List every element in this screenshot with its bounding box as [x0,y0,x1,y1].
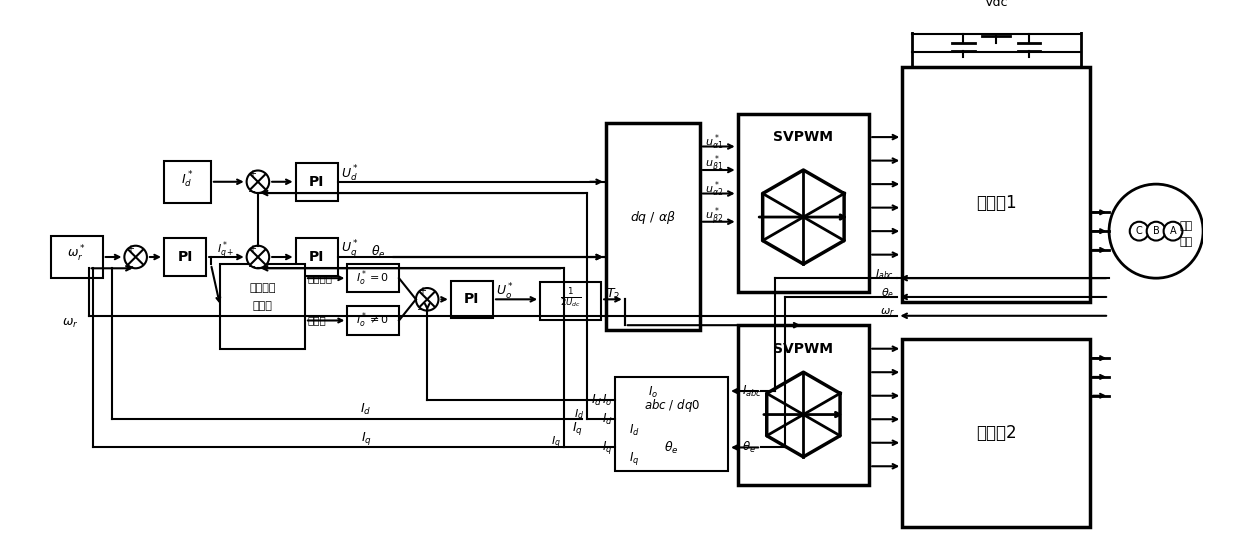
Text: $U_d^*$: $U_d^*$ [341,164,358,184]
Text: $I_q$: $I_q$ [629,450,640,467]
Bar [51,236,103,278]
Bar [221,264,305,349]
Text: $I_{q+}^*$: $I_{q+}^*$ [217,240,234,262]
Text: Vdc: Vdc [985,0,1008,9]
Circle shape [415,288,439,311]
Text: $\theta_e$: $\theta_e$ [743,440,756,455]
Text: $I_q$: $I_q$ [603,439,613,456]
Text: 逆变器2: 逆变器2 [976,424,1017,442]
Circle shape [1147,222,1166,241]
Text: $I_o^* \neq 0$: $I_o^* \neq 0$ [356,311,389,330]
Text: +: + [248,169,257,179]
Circle shape [124,246,146,268]
Text: $\theta_e$: $\theta_e$ [665,439,680,456]
Text: +: + [418,286,425,296]
Bar [615,377,728,471]
Text: +: + [126,244,134,254]
Text: $I_q$: $I_q$ [551,434,560,451]
Text: $\theta_e$: $\theta_e$ [882,286,894,300]
Text: $I_d$: $I_d$ [361,402,372,417]
Text: $\omega_r^*$: $\omega_r^*$ [67,244,87,264]
Text: $I_{abc}$: $I_{abc}$ [743,383,763,399]
Text: $I_d$: $I_d$ [601,412,613,427]
Text: $I_{abc}$: $I_{abc}$ [875,267,894,281]
Text: 选择器: 选择器 [253,301,273,311]
Bar [903,339,1090,527]
Circle shape [1130,222,1148,241]
Bar [164,160,211,203]
Bar [903,66,1090,302]
Circle shape [1109,184,1203,278]
Text: 电机: 电机 [1179,237,1193,247]
Text: PI: PI [309,175,325,189]
Text: $\theta_e$: $\theta_e$ [371,245,386,260]
Text: SVPWM: SVPWM [774,130,833,144]
Text: $u_{\alpha 1}^*$: $u_{\alpha 1}^*$ [704,132,723,152]
Text: 需调磁: 需调磁 [308,315,326,325]
Text: $\omega_r$: $\omega_r$ [62,317,78,330]
Text: $u_{\alpha 2}^*$: $u_{\alpha 2}^*$ [704,179,723,199]
Text: 记忆: 记忆 [1179,222,1193,232]
Text: SVPWM: SVPWM [774,341,833,356]
Bar [295,163,337,201]
Text: $U_o^*$: $U_o^*$ [496,282,513,302]
Bar [347,306,399,335]
Bar [347,264,399,292]
Text: $-$: $-$ [124,261,134,271]
Text: $\frac{1}{2U_{dc}}$: $\frac{1}{2U_{dc}}$ [560,287,582,310]
Text: $-$: $-$ [247,185,255,196]
Text: $abc\ /\ dq0$: $abc\ /\ dq0$ [644,397,699,414]
Text: $-$: $-$ [417,303,425,313]
Text: 无需调磁: 无需调磁 [308,273,332,283]
Text: A: A [1169,226,1177,236]
Text: PI: PI [309,250,325,264]
Text: 磁化状态: 磁化状态 [249,282,275,292]
Text: +: + [248,244,257,254]
Text: $I_o$: $I_o$ [603,393,613,408]
Bar [738,325,869,485]
Text: PI: PI [464,292,480,306]
Bar [164,238,206,276]
Circle shape [247,170,269,193]
Bar [450,281,494,318]
Text: $dq\ /\ \alpha\beta$: $dq\ /\ \alpha\beta$ [630,208,676,226]
Text: $I_d$: $I_d$ [590,393,603,408]
Text: $u_{\beta 1}^*$: $u_{\beta 1}^*$ [704,154,723,177]
Text: $\omega_r$: $\omega_r$ [879,306,894,318]
Text: $-$: $-$ [247,261,255,271]
Bar [606,123,699,330]
Text: $U_q^*$: $U_q^*$ [341,238,358,261]
Bar [541,282,601,320]
Text: $T_2$: $T_2$ [606,287,620,302]
Text: $u_{\beta 2}^*$: $u_{\beta 2}^*$ [704,206,723,228]
Circle shape [247,246,269,268]
Text: B: B [1153,226,1159,236]
Text: $I_d$: $I_d$ [629,423,640,438]
Text: $I_d^*$: $I_d^*$ [181,170,193,190]
Text: $I_q$: $I_q$ [361,429,372,447]
Text: $I_o^* = 0$: $I_o^* = 0$ [356,268,389,288]
Text: $I_o$: $I_o$ [647,385,658,400]
Text: $I_d$: $I_d$ [574,408,584,422]
Text: 逆变器1: 逆变器1 [976,194,1017,212]
Circle shape [1163,222,1183,241]
Text: $I_q$: $I_q$ [572,420,583,437]
Bar [295,238,337,276]
Bar [738,114,869,292]
Text: C: C [1136,226,1142,236]
Text: PI: PI [177,250,192,264]
